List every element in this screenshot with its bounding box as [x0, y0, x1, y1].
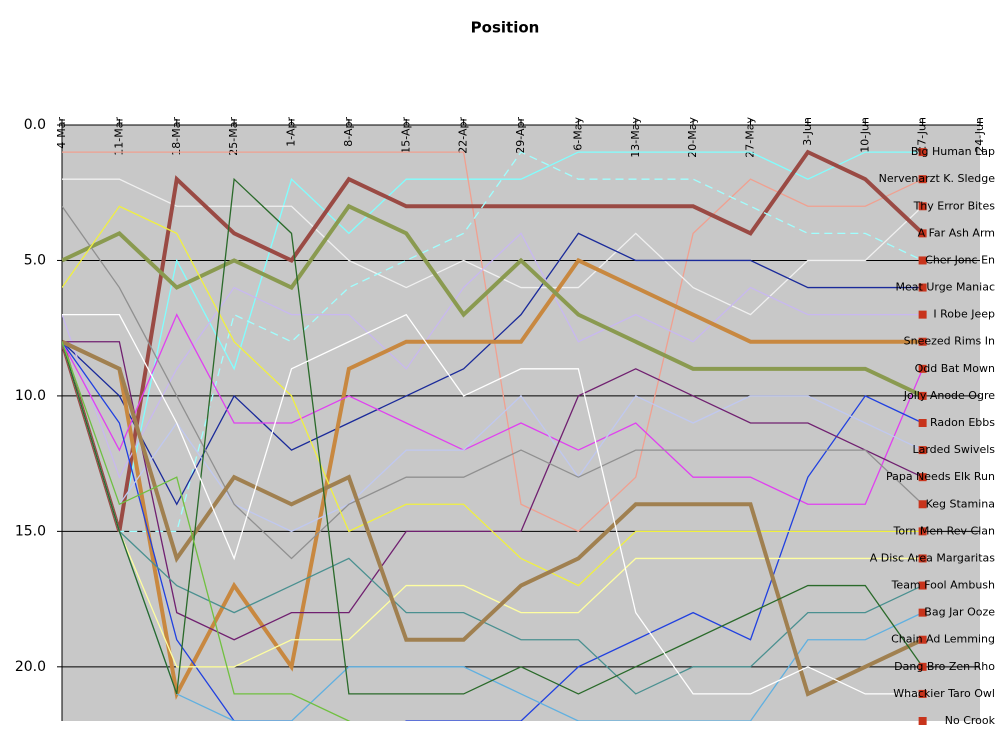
end-marker: [918, 148, 927, 157]
end-marker: [918, 500, 927, 509]
end-marker: [918, 635, 927, 644]
legend-label: A Disc Area Margaritas: [870, 551, 996, 564]
legend-label: Dang Bro Zen Rho: [894, 660, 995, 673]
series-line: [62, 205, 924, 560]
legend-label: I Robe Jeep: [933, 308, 995, 321]
legend-label: Keg Stamina: [926, 497, 995, 510]
end-marker: [918, 310, 927, 319]
end-marker: [918, 689, 927, 698]
end-marker: [918, 717, 927, 725]
legend-label: Bag Jar Ooze: [924, 606, 995, 619]
end-marker: [918, 175, 927, 184]
series-line: [62, 149, 924, 532]
x-tick-label: 6-May: [571, 117, 584, 151]
x-tick-label: 3-Jun: [801, 117, 814, 146]
series-line: [62, 341, 923, 695]
series-line: [62, 203, 924, 398]
end-marker: [918, 256, 927, 265]
x-tick-label: 15-Apr: [399, 117, 412, 154]
series-line: [62, 151, 923, 533]
series-line: [62, 313, 923, 695]
legend-label: Nervenarzt K. Sledge: [879, 172, 996, 185]
x-tick-label: 24-Jun: [973, 117, 986, 153]
series-line: [62, 313, 924, 505]
end-marker: [918, 391, 927, 400]
end-marker: [918, 527, 927, 536]
x-tick-label: 25-Mar: [227, 117, 240, 156]
series-line: [62, 151, 923, 532]
end-marker: [918, 554, 927, 563]
x-tick-label: 29-Apr: [514, 117, 527, 154]
end-marker: [918, 229, 927, 238]
series-line: [62, 177, 924, 695]
series-line: [62, 205, 923, 587]
x-tick-label: 17-Jun: [916, 117, 929, 153]
end-marker: [918, 337, 927, 346]
x-tick-label: 18-Mar: [170, 117, 183, 156]
series-line: [62, 341, 923, 668]
x-tick-label: 27-May: [744, 117, 757, 158]
end-marker: [918, 662, 927, 671]
legend-label: Odd Bat Mown: [915, 362, 995, 375]
legend-label: Whackier Taro Owl: [893, 687, 995, 700]
end-marker: [918, 446, 927, 455]
end-marker: [918, 608, 927, 617]
legend-label: Cher Jonc En: [925, 253, 995, 266]
series-line: [62, 341, 923, 721]
y-tick-label: 10.0: [15, 388, 46, 404]
x-tick-label: 11-Mar: [112, 117, 125, 156]
legend-label: Meat Urge Maniac: [896, 281, 995, 294]
y-tick-label: 0.0: [24, 117, 46, 133]
series-line: [62, 232, 923, 479]
x-tick-label: 20-May: [686, 117, 699, 158]
end-marker: [918, 202, 927, 211]
end-marker: [918, 419, 927, 427]
legend-label: A Far Ash Arm: [918, 226, 995, 239]
legend-label: Radon Ebbs: [930, 416, 995, 429]
legend-label: Thy Error Bites: [913, 199, 996, 212]
legend-label: Larded Swivels: [912, 443, 995, 456]
legend-label: Big Human Lap: [911, 145, 995, 158]
y-tick-label: 20.0: [15, 659, 46, 675]
x-tick-label: 13-May: [629, 117, 642, 158]
legend-label: Jolly Anode Ogre: [903, 389, 995, 402]
series-line: [62, 257, 923, 700]
x-tick-label: 10-Jun: [858, 117, 871, 153]
legend-label: Papa Needs Elk Run: [886, 470, 995, 483]
legend-label: No Crook: [945, 714, 996, 727]
series-line: [62, 341, 923, 533]
chart-title: Position: [471, 19, 540, 37]
x-tick-label: 1-Apr: [285, 117, 298, 147]
end-marker: [918, 581, 927, 590]
legend-label: Chain Ad Lemming: [891, 633, 995, 646]
y-tick-label: 5.0: [24, 252, 46, 268]
x-tick-label: 8-Apr: [342, 117, 355, 147]
legend-label: Team Fool Ambush: [891, 579, 995, 592]
y-tick-label: 15.0: [15, 523, 46, 539]
end-marker: [918, 364, 927, 373]
legend-label: Sneezed Rims In: [904, 335, 995, 348]
x-tick-label: 22-Apr: [457, 117, 470, 154]
end-marker: [918, 473, 927, 482]
end-marker: [918, 283, 927, 292]
legend-label: Torn Men Rev Clan: [893, 524, 996, 537]
